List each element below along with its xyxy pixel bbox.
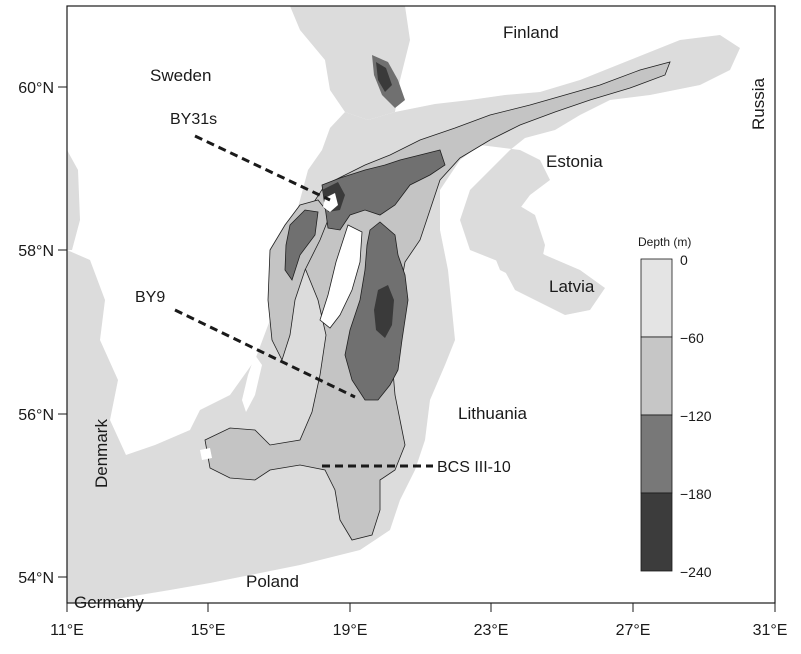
x-tick-15e: 15°E [191,622,226,639]
gulf-of-riga [480,200,545,280]
label-poland: Poland [246,572,299,591]
label-sweden: Sweden [150,66,211,85]
sea-deepest-aland [376,62,392,92]
sea-deep-west [284,209,319,281]
colorbar-band-0 [640,258,673,338]
label-estonia: Estonia [546,152,603,171]
label-by31s: BY31s [170,111,217,128]
label-denmark: Denmark [92,419,111,488]
x-tick-27e: 27°E [616,622,651,639]
by31s-line [194,134,331,202]
gotland-island [319,224,363,329]
label-lithuania: Lithuania [458,404,528,423]
y-tick-60n: 60°N [18,80,54,97]
x-tick-31e: 31°E [753,622,788,639]
label-bcs: BCS III-10 [437,459,511,476]
y-tick-56n: 56°N [18,407,54,424]
colorbar-band-3 [640,492,673,572]
label-finland: Finland [503,23,559,42]
depth-colorbar: Depth (m) 0 −60 −120 −180 −240 [638,235,712,580]
x-tick-23e: 23°E [474,622,509,639]
bornholm-island [200,448,212,460]
colorbar-level-120: −120 [680,408,712,424]
map-frame [66,5,776,604]
by9-line [174,308,356,399]
colorbar-band-1 [640,336,673,416]
y-tick-58n: 58°N [18,243,54,260]
oland-island [242,355,262,412]
y-tick-54n: 54°N [18,570,54,587]
label-by9: BY9 [135,289,165,306]
x-tick-19e: 19°E [333,622,368,639]
sea-mid-west [267,199,331,362]
sea-deep-north [321,149,446,231]
sea-shallow-kattegat [67,150,80,250]
colorbar-title: Depth (m) [638,235,691,249]
label-russia: Russia [749,77,768,130]
x-tick-11e: 11°E [50,622,84,639]
colorbar-band-2 [640,414,673,494]
label-germany: Germany [74,593,144,612]
axis-ticks [58,86,776,612]
sea-shallow-north [290,6,410,120]
colorbar-level-0: 0 [680,252,688,268]
sea-deepest-gotland [374,285,394,338]
colorbar-level-240: −240 [680,564,712,580]
colorbar-level-60: −60 [680,330,704,346]
colorbar-level-180: −180 [680,486,712,502]
label-latvia: Latvia [549,277,595,296]
